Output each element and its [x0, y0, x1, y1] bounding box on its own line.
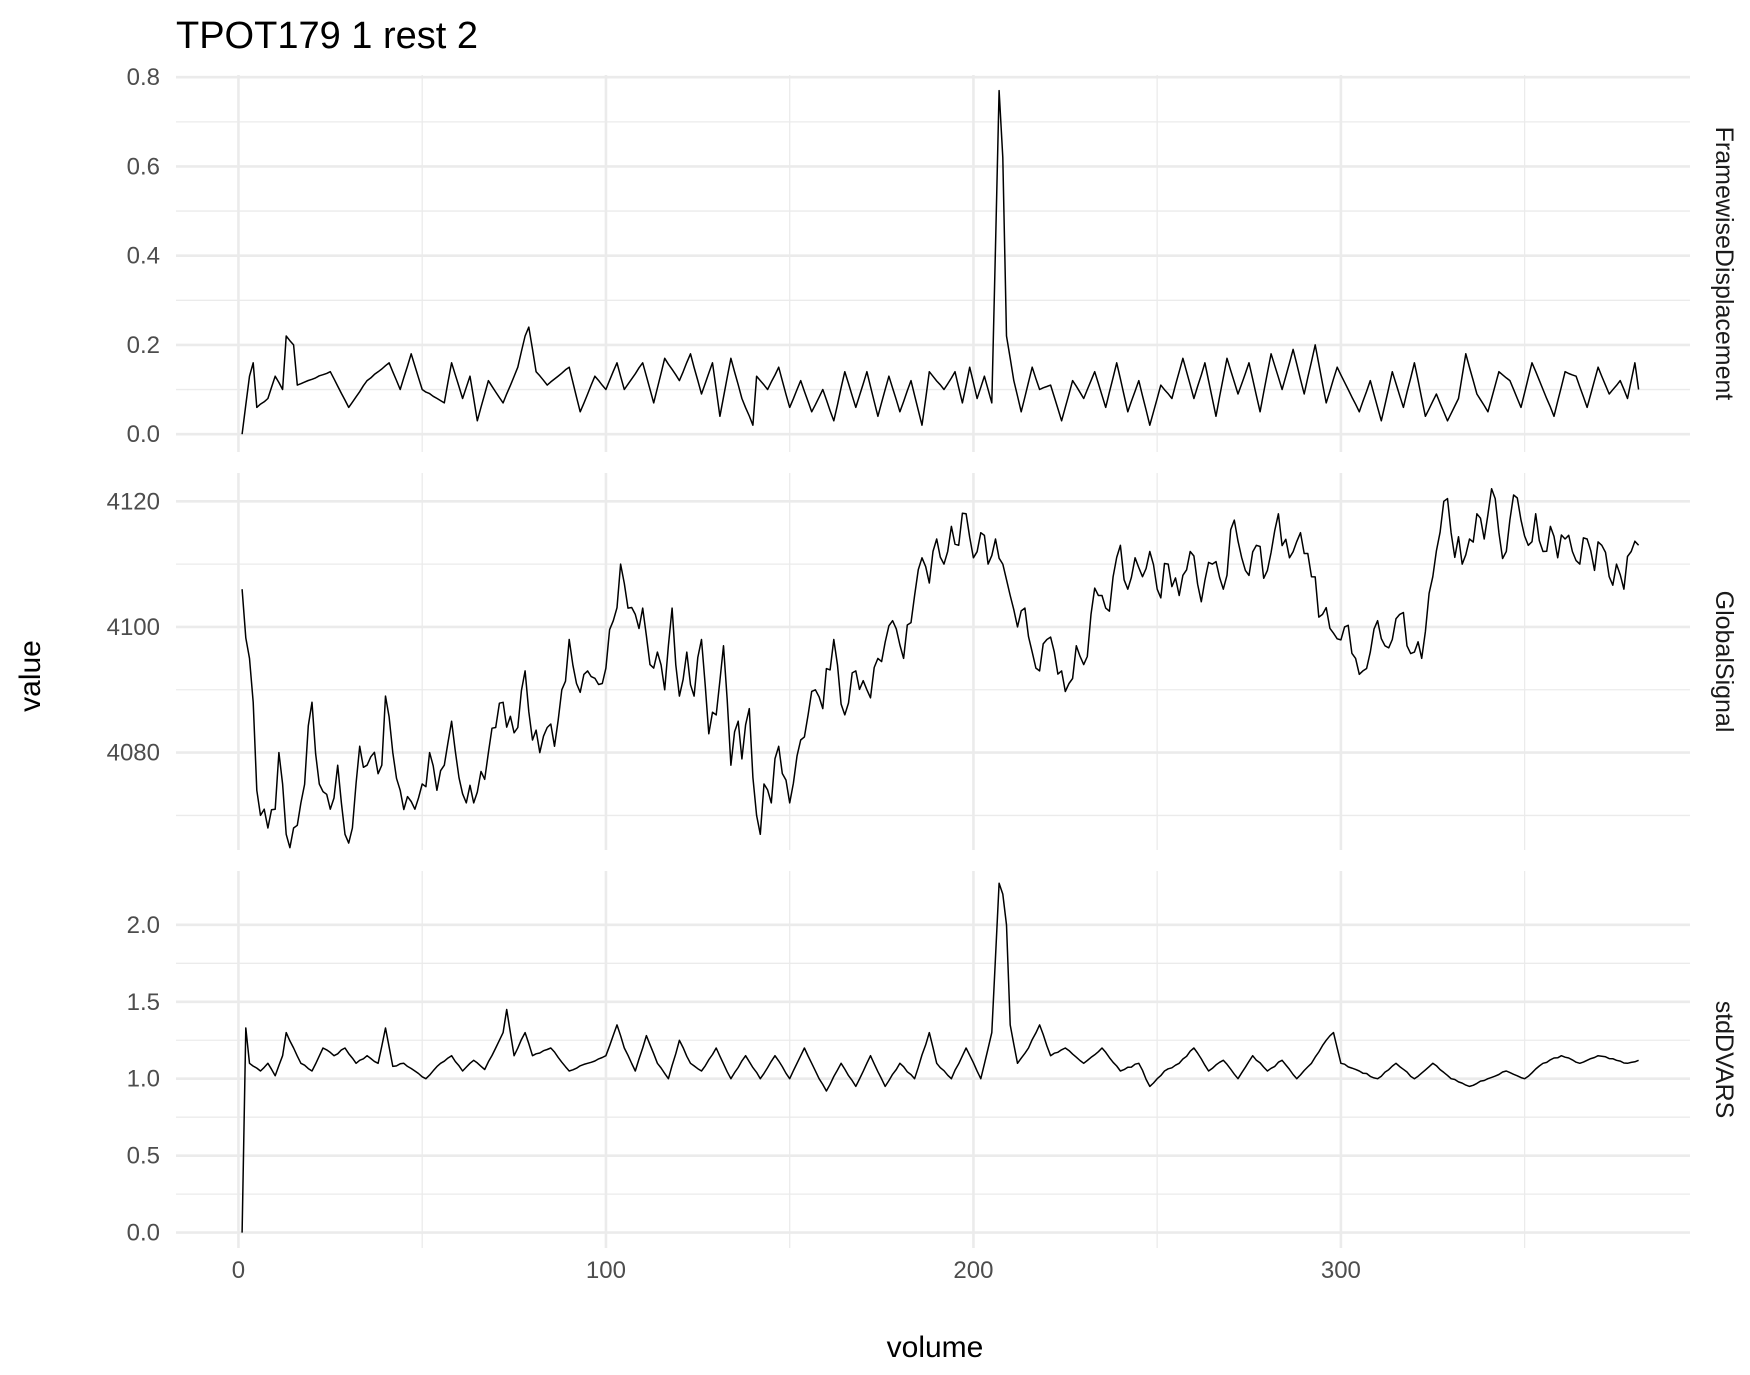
- y-tick-label: 0.4: [127, 243, 160, 270]
- x-axis-title: volume: [887, 1331, 984, 1364]
- facet-strip-label: stdDVARS: [1710, 1001, 1738, 1119]
- panel-GlobalSignal: 4080 4100 4120 GlobalSignal: [107, 473, 1738, 850]
- chart-title: TPOT179 1 rest 2: [176, 15, 478, 57]
- y-tick-label: 0.5: [127, 1143, 160, 1170]
- y-axis-title: value: [14, 640, 47, 712]
- x-tick-label: 0: [232, 1257, 245, 1284]
- x-tick-label: 300: [1321, 1257, 1361, 1284]
- facet-strip-label: GlobalSignal: [1710, 591, 1738, 733]
- facet-panels: 0.0 0.2 0.4 0.6 0.8 FramewiseDisplacement 4080…: [107, 64, 1738, 1248]
- facet-strip-label: FramewiseDisplacement: [1710, 127, 1738, 401]
- series-line-FramewiseDisplacement: [241, 89, 1640, 435]
- x-axis: 0 100 200 300: [232, 1257, 1361, 1284]
- series-line-GlobalSignal: [241, 487, 1640, 849]
- x-tick-label: 100: [586, 1257, 626, 1284]
- y-tick-label: 0.6: [127, 153, 160, 180]
- y-tick-label: 0.0: [127, 421, 160, 448]
- y-tick-label: 0.2: [127, 332, 160, 359]
- y-tick-label: 4100: [107, 614, 160, 641]
- y-tick-label: 0.8: [127, 64, 160, 91]
- y-tick-label: 4080: [107, 740, 160, 767]
- panel-stdDVARS: 0.0 0.5 1.0 1.5 2.0 stdDVARS: [127, 871, 1738, 1248]
- y-tick-label: 4120: [107, 488, 160, 515]
- y-tick-label: 1.0: [127, 1066, 160, 1093]
- panel-FramewiseDisplacement: 0.0 0.2 0.4 0.6 0.8 FramewiseDisplacement: [127, 64, 1738, 452]
- series-line-stdDVARS: [241, 882, 1639, 1233]
- y-tick-label: 2.0: [127, 912, 160, 939]
- x-tick-label: 200: [953, 1257, 993, 1284]
- y-tick-label: 1.5: [127, 989, 160, 1016]
- y-tick-label: 0.0: [127, 1220, 160, 1247]
